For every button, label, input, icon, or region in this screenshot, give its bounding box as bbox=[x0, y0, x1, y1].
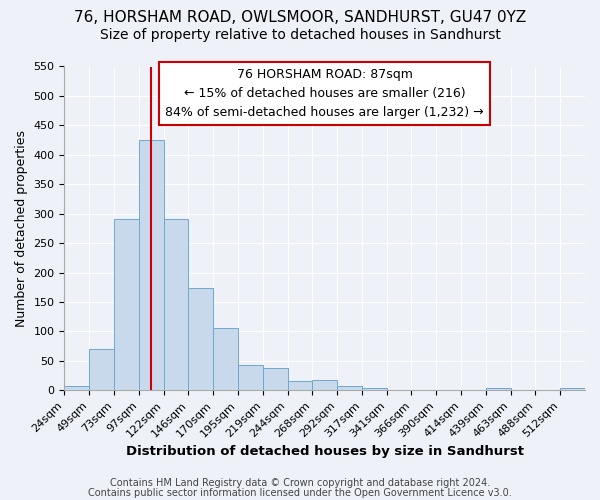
Bar bbox=[560, 388, 585, 390]
Bar bbox=[89, 349, 114, 390]
Text: Contains public sector information licensed under the Open Government Licence v3: Contains public sector information licen… bbox=[88, 488, 512, 498]
Bar bbox=[238, 365, 263, 390]
Text: 76, HORSHAM ROAD, OWLSMOOR, SANDHURST, GU47 0YZ: 76, HORSHAM ROAD, OWLSMOOR, SANDHURST, G… bbox=[74, 10, 526, 25]
Bar bbox=[362, 388, 386, 390]
X-axis label: Distribution of detached houses by size in Sandhurst: Distribution of detached houses by size … bbox=[126, 444, 524, 458]
Bar bbox=[486, 388, 511, 390]
Bar bbox=[139, 140, 164, 390]
Text: Size of property relative to detached houses in Sandhurst: Size of property relative to detached ho… bbox=[100, 28, 500, 42]
Bar bbox=[114, 219, 139, 390]
Text: 76 HORSHAM ROAD: 87sqm
← 15% of detached houses are smaller (216)
84% of semi-de: 76 HORSHAM ROAD: 87sqm ← 15% of detached… bbox=[166, 68, 484, 119]
Bar bbox=[287, 382, 313, 390]
Text: Contains HM Land Registry data © Crown copyright and database right 2024.: Contains HM Land Registry data © Crown c… bbox=[110, 478, 490, 488]
Bar bbox=[164, 219, 188, 390]
Bar bbox=[337, 386, 362, 390]
Bar bbox=[64, 386, 89, 390]
Bar bbox=[263, 368, 287, 390]
Bar bbox=[213, 328, 238, 390]
Bar bbox=[313, 380, 337, 390]
Y-axis label: Number of detached properties: Number of detached properties bbox=[15, 130, 28, 327]
Bar bbox=[188, 288, 213, 390]
